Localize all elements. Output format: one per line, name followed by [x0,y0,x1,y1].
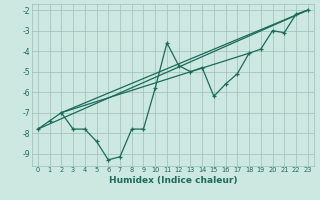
X-axis label: Humidex (Indice chaleur): Humidex (Indice chaleur) [108,176,237,185]
